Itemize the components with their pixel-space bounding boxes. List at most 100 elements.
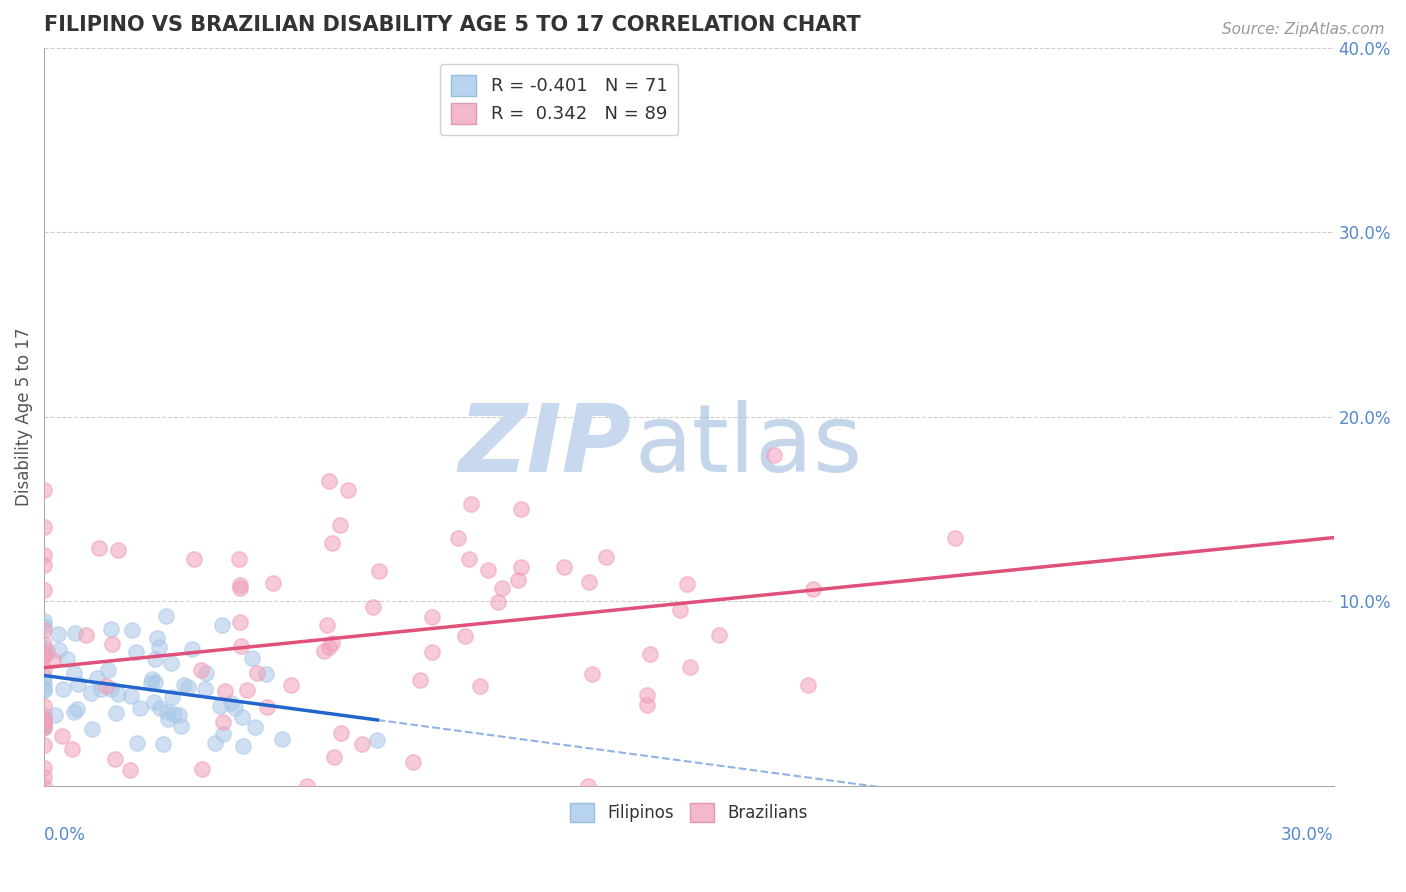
Y-axis label: Disability Age 5 to 17: Disability Age 5 to 17 [15, 327, 32, 506]
Point [86, 672, 108, 686]
Point [152, 737, 174, 751]
Point [155, 609, 177, 624]
Point [488, 595, 510, 609]
Point [143, 651, 166, 665]
Point [32, 670, 55, 684]
Point [460, 497, 482, 511]
Point [32, 624, 55, 638]
Point [142, 695, 165, 709]
Point [32, 637, 55, 651]
Point [229, 639, 252, 653]
Point [254, 667, 277, 681]
Point [124, 645, 146, 659]
Point [232, 739, 254, 754]
Point [458, 552, 481, 566]
Point [271, 732, 294, 747]
Point [97, 663, 120, 677]
Point [509, 501, 531, 516]
Point [224, 701, 246, 715]
Point [669, 603, 692, 617]
Point [229, 615, 252, 630]
Point [194, 682, 217, 697]
Point [159, 656, 181, 670]
Point [80, 723, 103, 737]
Point [228, 581, 250, 595]
Point [32, 682, 55, 697]
Point [32, 583, 55, 598]
Point [32, 558, 55, 572]
Point [139, 675, 162, 690]
Point [763, 448, 786, 462]
Point [246, 665, 269, 680]
Point [468, 679, 491, 693]
Point [578, 575, 600, 590]
Point [409, 673, 432, 687]
Point [160, 690, 183, 704]
Point [62, 666, 84, 681]
Point [229, 577, 252, 591]
Point [32, 682, 55, 697]
Point [638, 647, 661, 661]
Point [32, 721, 55, 735]
Point [422, 610, 444, 624]
Point [100, 622, 122, 636]
Point [32, 761, 55, 775]
Point [676, 576, 699, 591]
Legend: Filipinos, Brazilians: Filipinos, Brazilians [564, 797, 814, 829]
Point [32, 698, 55, 713]
Point [221, 697, 243, 711]
Point [801, 582, 824, 596]
Point [80, 686, 103, 700]
Point [636, 688, 658, 702]
Point [118, 763, 141, 777]
Point [491, 581, 513, 595]
Point [350, 737, 373, 751]
Point [141, 672, 163, 686]
Point [581, 667, 603, 681]
Point [100, 637, 122, 651]
Point [318, 474, 340, 488]
Point [330, 726, 353, 740]
Point [446, 531, 468, 545]
Point [66, 677, 89, 691]
Point [32, 720, 55, 734]
Point [107, 688, 129, 702]
Point [55, 652, 77, 666]
Point [32, 483, 55, 497]
Point [366, 732, 388, 747]
Point [32, 711, 55, 725]
Point [52, 681, 75, 696]
Point [32, 662, 55, 676]
Point [368, 564, 391, 578]
Point [120, 690, 142, 704]
Point [148, 701, 170, 715]
Point [204, 736, 226, 750]
Point [35, 645, 58, 659]
Point [32, 647, 55, 661]
Point [96, 679, 118, 693]
Point [90, 681, 112, 696]
Point [177, 680, 200, 694]
Point [506, 573, 529, 587]
Point [107, 543, 129, 558]
Point [240, 651, 263, 665]
Point [100, 682, 122, 697]
Point [32, 520, 55, 534]
Point [66, 702, 89, 716]
Point [32, 770, 55, 784]
Point [318, 640, 340, 654]
Point [148, 640, 170, 654]
Point [321, 536, 343, 550]
Point [32, 640, 55, 655]
Point [679, 660, 702, 674]
Point [509, 559, 531, 574]
Point [707, 628, 730, 642]
Point [262, 575, 284, 590]
Point [231, 710, 253, 724]
Point [62, 742, 84, 756]
Point [121, 623, 143, 637]
Point [127, 736, 149, 750]
Point [32, 779, 55, 793]
Point [454, 629, 477, 643]
Point [211, 617, 233, 632]
